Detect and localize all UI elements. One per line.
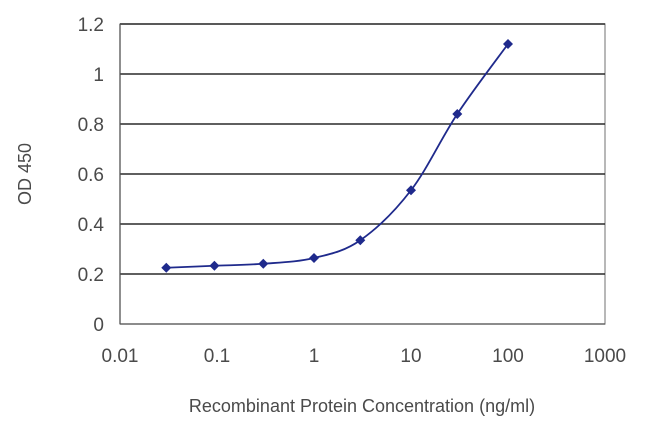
y-tick-label: 0 (93, 315, 104, 336)
series-layer (161, 39, 513, 273)
x-tick-label: 100 (492, 346, 524, 367)
x-tick-label: 10 (400, 346, 421, 367)
x-tick-label: 1000 (584, 346, 626, 367)
data-point (452, 109, 463, 119)
x-tick-label: 0.1 (204, 346, 230, 367)
x-axis-title: Recombinant Protein Concentration (ng/ml… (189, 396, 535, 416)
data-point (161, 262, 172, 273)
x-tick-labels: 0.01 0.1 1 10 100 1000 (102, 346, 627, 367)
grid-lines (120, 23, 605, 275)
data-point (406, 185, 416, 196)
y-tick-label: 1 (93, 65, 104, 86)
y-tick-labels: 0 0.2 0.4 0.6 0.8 1 1.2 (78, 15, 105, 336)
y-tick-label: 0.2 (78, 265, 104, 286)
data-point (355, 235, 366, 246)
x-tick-label: 1 (309, 346, 320, 367)
data-point (309, 253, 319, 263)
y-tick-label: 0.6 (78, 165, 104, 186)
data-point (503, 39, 513, 49)
data-point (209, 260, 220, 271)
y-axis-title: OD 450 (15, 143, 35, 205)
data-point (258, 258, 269, 269)
y-tick-label: 0.8 (78, 115, 104, 136)
y-tick-label: 0.4 (78, 215, 105, 236)
y-tick-label: 1.2 (78, 15, 104, 36)
x-tick-label: 0.01 (102, 346, 139, 367)
